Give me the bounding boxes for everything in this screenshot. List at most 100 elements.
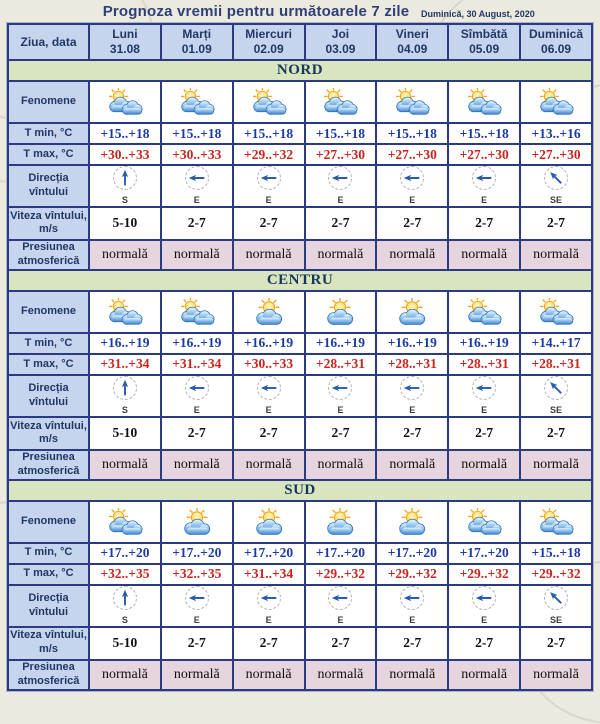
pressure-value: normală (519, 238, 593, 271)
wind-speed-value: 2-7 (519, 625, 593, 661)
wind-speed-value: 2-7 (159, 625, 234, 661)
sun-1cloud-icon (250, 298, 288, 326)
wind-direction-label: E (481, 195, 488, 205)
sun-1cloud-icon (393, 508, 431, 536)
tmin-value: +17..+20 (303, 541, 378, 565)
tmax-value: +30..+33 (159, 143, 234, 166)
section-row-centru: CENTRU (7, 268, 593, 292)
day-header-4: Joi 03.09 (303, 23, 378, 61)
sun-2clouds-icon (106, 88, 144, 116)
day-name: Joi (331, 27, 350, 41)
pressure-value: normală (231, 658, 306, 691)
tmin-value: +14..+17 (519, 331, 593, 355)
wind-speed-value: 2-7 (159, 205, 234, 241)
pressure-row-centru: Presiunea atmosferică normală normală norma… (7, 448, 593, 481)
row-label-fenomene: Fenomene (7, 289, 90, 334)
day-header-3: Miercuri 02.09 (231, 23, 306, 61)
wind-speed-value: 2-7 (231, 625, 306, 661)
row-label-tmax: T max, °C (7, 562, 90, 586)
pressure-value: normală (303, 238, 378, 271)
wind-direction-cell: E (303, 164, 378, 208)
day-date: 01.09 (181, 42, 212, 56)
tmax-row-nord: T max, °C +30..+33 +30..+33 +29..+32 +27..+3… (7, 143, 593, 166)
tmin-value: +17..+20 (88, 541, 162, 565)
day-header-1: Luni 31.08 (88, 23, 162, 61)
wind-direction-label: SE (550, 195, 563, 205)
tmax-value: +31..+34 (231, 562, 306, 586)
wind-speed-value: 5-10 (88, 205, 162, 241)
day-date: 02.09 (253, 42, 284, 56)
wind-direction-label: E (481, 614, 488, 625)
wind-direction-label: E (265, 195, 272, 205)
sun-2clouds-icon (537, 88, 575, 116)
day-date: 06.09 (541, 42, 572, 56)
tmin-value: +16..+19 (159, 331, 234, 355)
wind-direction-label: E (265, 404, 272, 415)
tmax-value: +28..+31 (375, 352, 450, 376)
tmax-value: +30..+33 (231, 352, 306, 376)
row-label-wind-direction: Direcția vîntului (7, 583, 90, 628)
weather-icon-cell (447, 499, 522, 544)
row-label-wind-speed: Viteza vîntului, m/s (7, 205, 90, 241)
tmin-value: +17..+20 (159, 541, 234, 565)
wind-compass-icon (400, 586, 425, 610)
wind-compass-icon (400, 166, 425, 190)
wind-direction-label: E (409, 195, 416, 205)
phenomena-row-sud: Fenomene (7, 499, 593, 544)
wind-direction-cell: S (88, 373, 162, 418)
wind-speed-row-nord: Viteza vîntului, m/s 5-10 2-7 2-7 2-7 2-7 2-7 2… (7, 205, 593, 241)
tmin-value: +15..+18 (231, 122, 306, 145)
row-label-wind-speed: Viteza vîntului, m/s (7, 625, 90, 661)
day-name: Vineri (395, 27, 429, 41)
pressure-value: normală (519, 448, 593, 481)
weather-icon-cell (375, 80, 450, 124)
weather-icon-cell (519, 80, 593, 124)
sun-2clouds-icon (250, 88, 288, 116)
wind-speed-value: 5-10 (88, 415, 162, 451)
sun-2clouds-icon (178, 298, 216, 326)
weather-icon-cell (88, 499, 162, 544)
row-label-fenomene: Fenomene (7, 80, 90, 124)
wind-speed-value: 2-7 (519, 205, 593, 241)
wind-direction-cell: E (375, 583, 450, 628)
wind-direction-label: E (409, 614, 416, 625)
row-label-wind-direction: Direcția vîntului (7, 373, 90, 418)
table-header-row: Ziua, data Luni 31.08 Marți 01.09 Miercuri 02.… (7, 23, 593, 61)
day-name: Luni (112, 27, 138, 41)
weather-icon-cell (519, 499, 593, 544)
wind-direction-cell: E (303, 373, 378, 418)
sun-2clouds-icon (178, 88, 216, 116)
row-label-tmin: T min, °C (7, 541, 90, 565)
weather-icon-cell (447, 80, 522, 124)
wind-direction-cell: E (159, 373, 234, 418)
row-label-tmax: T max, °C (7, 143, 90, 166)
sun-2clouds-icon (393, 88, 431, 116)
wind-compass-icon (256, 586, 281, 610)
day-date: 04.09 (397, 42, 428, 56)
weather-icon-cell (159, 80, 234, 124)
day-date: 31.08 (109, 42, 140, 56)
row-label-fenomene: Fenomene (7, 499, 90, 544)
corner-cell: Ziua, data (7, 23, 90, 61)
wind-speed-value: 2-7 (231, 205, 306, 241)
tmin-value: +16..+19 (88, 331, 162, 355)
weather-icon-cell (375, 499, 450, 544)
weather-icon-cell (159, 499, 234, 544)
day-header-6: Sîmbătă 05.09 (447, 23, 522, 61)
tmin-value: +17..+20 (375, 541, 450, 565)
wind-direction-cell: E (375, 164, 450, 208)
day-name: Duminică (529, 27, 584, 41)
wind-direction-cell: E (375, 373, 450, 418)
tmax-value: +29..+32 (519, 562, 593, 586)
wind-direction-label: SE (550, 404, 563, 415)
phenomena-row-nord: Fenomene (7, 80, 593, 124)
wind-compass-icon (400, 376, 425, 400)
wind-speed-value: 2-7 (303, 415, 378, 451)
tmin-value: +16..+19 (447, 331, 522, 355)
pressure-value: normală (375, 448, 450, 481)
tmin-value: +15..+18 (447, 122, 522, 145)
wind-speed-value: 2-7 (159, 415, 234, 451)
wind-direction-label: E (337, 195, 344, 205)
sun-1cloud-icon (321, 508, 359, 536)
tmax-value: +32..+35 (159, 562, 234, 586)
